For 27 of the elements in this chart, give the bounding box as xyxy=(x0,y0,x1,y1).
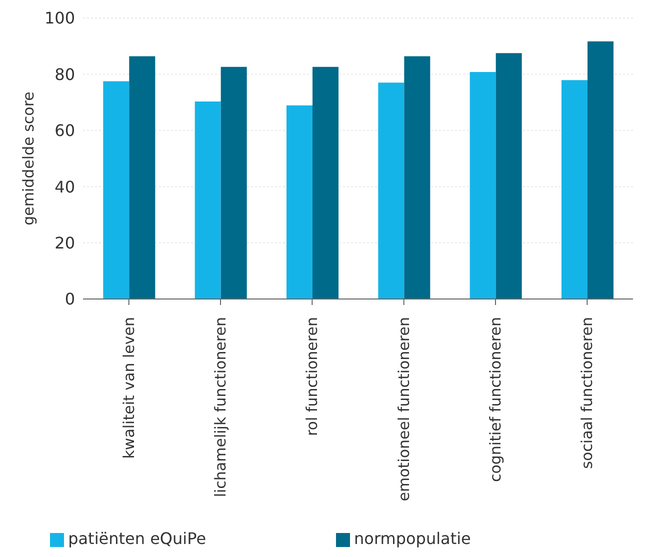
x-tick-label: emotioneel functioneren xyxy=(394,317,413,502)
y-tick-label: 0 xyxy=(64,290,75,309)
x-tick-label: cognitief functioneren xyxy=(486,317,504,482)
legend-label: patiënten eQuiPe xyxy=(68,529,206,548)
y-tick-label: 20 xyxy=(54,233,75,252)
bar xyxy=(312,66,338,299)
x-tick-label: sociaal functioneren xyxy=(578,317,596,469)
y-tick-label: 80 xyxy=(54,64,75,84)
bar xyxy=(220,66,247,299)
y-axis-title: gemiddelde score xyxy=(19,92,38,226)
x-tick-label: lichamelijk functioneren xyxy=(212,317,230,498)
y-tick-label: 40 xyxy=(54,177,75,196)
bar xyxy=(470,72,496,299)
legend-label: normpopulatie xyxy=(354,529,471,548)
bar xyxy=(378,82,404,299)
bar xyxy=(496,53,522,299)
y-tick-label: 100 xyxy=(44,8,75,28)
bar xyxy=(194,101,221,299)
bar xyxy=(286,105,312,299)
bar xyxy=(103,81,130,299)
bar xyxy=(588,41,614,299)
x-tick-label: rol functioneren xyxy=(303,317,322,436)
bar xyxy=(404,56,430,299)
y-tick-label: 60 xyxy=(54,121,75,140)
x-tick-label: kwaliteit van leven xyxy=(120,317,138,459)
bar xyxy=(129,56,156,299)
bar xyxy=(562,80,588,299)
